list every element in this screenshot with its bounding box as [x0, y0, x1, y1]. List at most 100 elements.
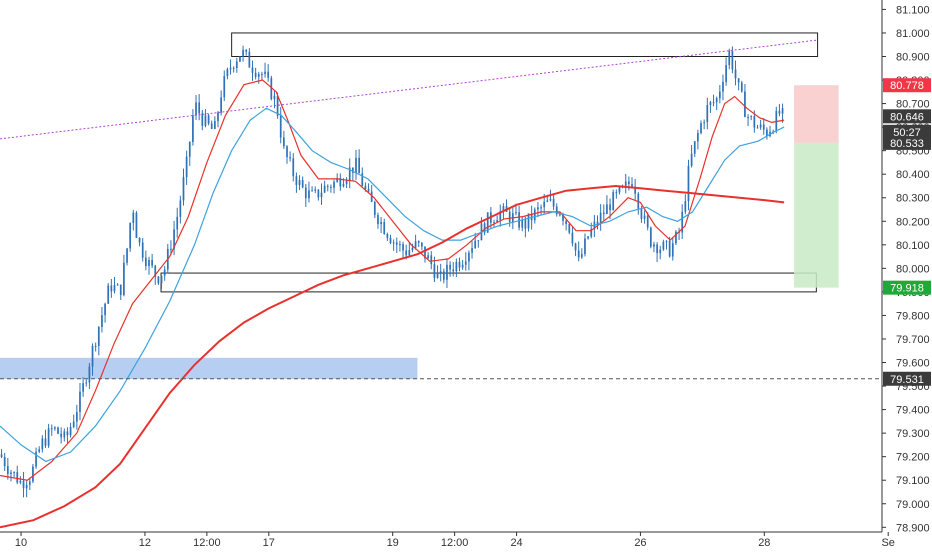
candle-body	[28, 481, 31, 485]
x-tick-label: 17	[263, 537, 275, 549]
candle-body	[383, 221, 386, 235]
trendline	[0, 39, 818, 140]
candle-body	[656, 244, 658, 254]
candle-body	[22, 480, 25, 489]
candle-body	[587, 236, 589, 239]
candle-body	[10, 472, 12, 475]
candle-body	[88, 366, 91, 383]
price-tag-bg	[883, 135, 931, 150]
candle-body	[421, 242, 423, 247]
candle-body	[144, 257, 147, 267]
candle-body	[239, 56, 241, 62]
candle-body	[82, 383, 84, 392]
candle-body	[101, 315, 103, 327]
candle-body	[577, 250, 580, 258]
candle-body	[461, 264, 464, 268]
y-tick-label: 79.000	[896, 499, 930, 511]
candle-body	[94, 345, 97, 347]
candle-body	[668, 240, 671, 257]
candle-body	[527, 213, 530, 229]
candle-body	[455, 261, 458, 272]
candle-body	[766, 129, 768, 137]
candle-body	[314, 189, 317, 191]
candle-body	[373, 201, 376, 216]
candle-body	[762, 124, 765, 130]
candle-body	[675, 231, 677, 244]
candle-body	[63, 431, 66, 438]
candle-body	[646, 215, 649, 228]
candle-body	[355, 157, 357, 173]
candle-body	[596, 221, 599, 224]
y-tick-label: 80.300	[896, 193, 930, 205]
candle-body	[734, 69, 737, 79]
candle-body	[649, 227, 652, 247]
candle-body	[486, 212, 489, 233]
candle-body	[6, 466, 9, 475]
candle-body	[693, 141, 696, 154]
candle-body	[744, 91, 746, 118]
zone-resistance-box	[231, 32, 819, 57]
y-tick-label: 79.700	[896, 334, 930, 346]
candle-body	[474, 240, 477, 249]
candle-body	[141, 242, 144, 258]
candle-body	[449, 264, 451, 270]
price-tag-bg	[883, 371, 931, 386]
x-tick-label: 19	[387, 537, 399, 549]
candle-body	[458, 261, 461, 268]
candle-body	[681, 211, 684, 233]
candle-body	[640, 208, 643, 219]
candle-body	[179, 200, 182, 217]
zone-take-profit	[794, 142, 839, 288]
x-tick-label: 12:00	[193, 537, 221, 549]
candle-body	[113, 285, 116, 292]
candle-body	[339, 177, 342, 187]
candle-body	[370, 191, 373, 202]
y-tick-label: 79.100	[896, 475, 930, 487]
candle-body	[367, 188, 370, 192]
y-tick-label: 79.200	[896, 452, 930, 464]
candle-body	[188, 141, 191, 157]
price-tag-bg	[883, 280, 931, 295]
candle-body	[267, 71, 270, 78]
candle-body	[712, 102, 715, 104]
candle-body	[132, 212, 135, 223]
candle-body	[737, 78, 740, 83]
candle-body	[643, 215, 646, 219]
candle-body	[436, 272, 439, 278]
candle-body	[562, 215, 564, 221]
candle-body	[386, 234, 389, 238]
candle-body	[778, 110, 781, 114]
candle-body	[411, 247, 414, 251]
candle-body	[242, 49, 244, 57]
x-tick-label: 10	[15, 537, 27, 549]
x-tick-label: 24	[510, 537, 522, 549]
candle-body	[433, 264, 436, 278]
candle-body	[540, 207, 542, 209]
candle-body	[493, 222, 495, 224]
candle-body	[618, 187, 621, 193]
candle-body	[731, 51, 734, 70]
candle-body	[16, 472, 19, 483]
y-tick-label: 81.100	[896, 4, 930, 16]
candle-body	[703, 122, 706, 124]
candle-body	[377, 215, 379, 225]
y-tick-label: 80.400	[896, 169, 930, 181]
candles-layer	[0, 45, 784, 498]
candle-body	[251, 67, 254, 73]
candle-body	[276, 95, 279, 116]
candle-body	[320, 192, 323, 198]
candle-body	[471, 248, 473, 253]
candle-body	[499, 211, 502, 221]
candle-body	[195, 102, 197, 116]
candle-body	[405, 250, 408, 256]
candle-body	[170, 248, 172, 250]
y-tick-label: 79.300	[896, 428, 930, 440]
candle-body	[273, 95, 276, 100]
candle-body	[301, 180, 304, 188]
candle-body	[590, 228, 593, 237]
candle-body	[408, 250, 411, 256]
candle-body	[257, 74, 260, 77]
candle-body	[483, 223, 486, 233]
candle-body	[659, 249, 662, 254]
